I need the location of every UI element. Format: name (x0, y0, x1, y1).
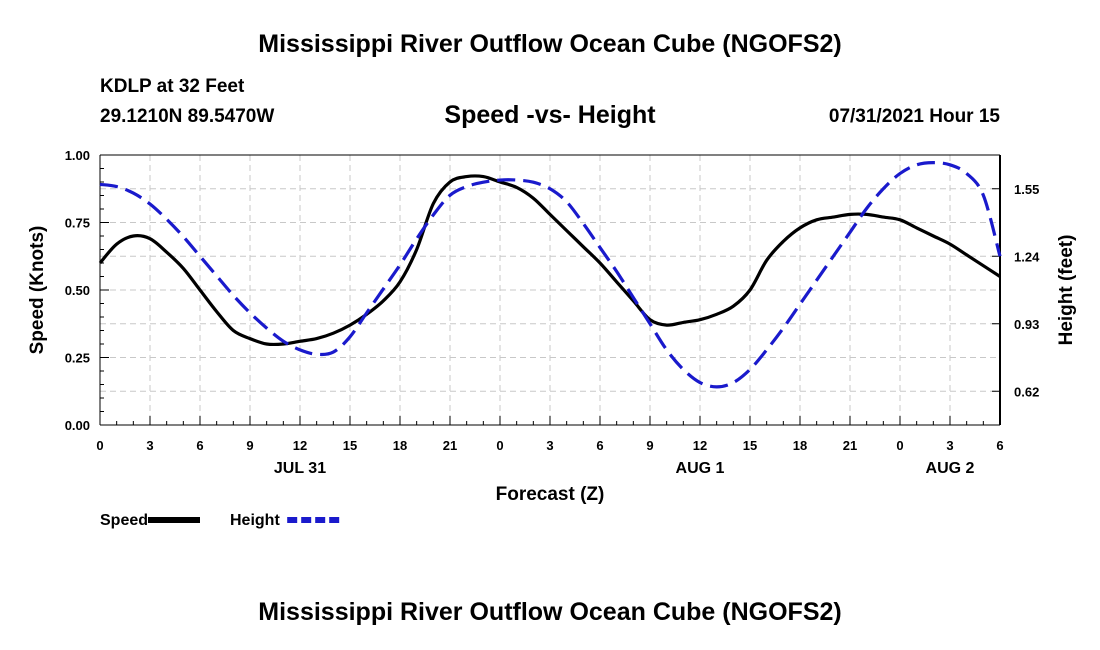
x-tick-label: 21 (443, 438, 457, 453)
x-tick-label: 3 (546, 438, 553, 453)
x-tick-label: 21 (843, 438, 857, 453)
y-axis-title: Speed (Knots) (27, 226, 48, 355)
axes (99, 154, 1001, 426)
x-tick-label: 6 (596, 438, 603, 453)
x-tick-label: 18 (793, 438, 807, 453)
legend-label-speed: Speed (100, 512, 148, 529)
y2-tick-label: 1.24 (1014, 249, 1040, 264)
x-tick-label: 12 (293, 438, 307, 453)
y-tick-label: 0.25 (65, 351, 90, 366)
axis-labels: 0.00 0.25 0.50 0.75 1.00 0.62 0.93 1.24 1.55 0 3 6 9… (27, 148, 1077, 505)
date-label: JUL 31 (274, 460, 326, 477)
y-tick-label: 0.00 (65, 418, 90, 433)
page-title: Mississippi River Outflow Ocean Cube (NG… (258, 30, 842, 58)
legend-label-height: Height (230, 512, 280, 529)
y-tick-label: 0.50 (65, 283, 90, 298)
x-tick-label: 3 (146, 438, 153, 453)
grid-lines (100, 155, 1000, 425)
x-tick-label: 9 (246, 438, 253, 453)
station-coordinates: 29.1210N 89.5470W (100, 106, 275, 127)
x-tick-label: 6 (996, 438, 1003, 453)
x-tick-label: 3 (946, 438, 953, 453)
x-tick-label: 0 (96, 438, 103, 453)
x-tick-label: 15 (343, 438, 357, 453)
legend: Speed Height (100, 512, 340, 529)
y2-tick-label: 1.55 (1014, 182, 1039, 197)
y2-axis-title: Height (feet) (1056, 235, 1077, 346)
y2-tick-label: 0.62 (1014, 384, 1039, 399)
x-tick-label: 15 (743, 438, 757, 453)
y-tick-label: 0.75 (65, 216, 90, 231)
series-line-speed (98, 174, 1001, 347)
y2-tick-label: 0.93 (1014, 317, 1039, 332)
x-tick-label: 6 (196, 438, 203, 453)
x-tick-label: 12 (693, 438, 707, 453)
x-tick-label: 18 (393, 438, 407, 453)
forecast-datetime: 07/31/2021 Hour 15 (828, 106, 1000, 127)
x-tick-label: 0 (896, 438, 903, 453)
chart-title: Speed -vs- Height (444, 101, 656, 129)
series-line-height (99, 161, 1002, 389)
footer-title: Mississippi River Outflow Ocean Cube (NG… (258, 598, 842, 626)
x-tick-label: 0 (496, 438, 503, 453)
series (98, 161, 1002, 389)
date-label: AUG 2 (926, 460, 975, 477)
x-axis-title: Forecast (Z) (496, 484, 605, 505)
date-label: AUG 1 (676, 460, 725, 477)
y-tick-label: 1.00 (65, 148, 90, 163)
x-tick-label: 9 (646, 438, 653, 453)
station-label: KDLP at 32 Feet (100, 76, 245, 97)
